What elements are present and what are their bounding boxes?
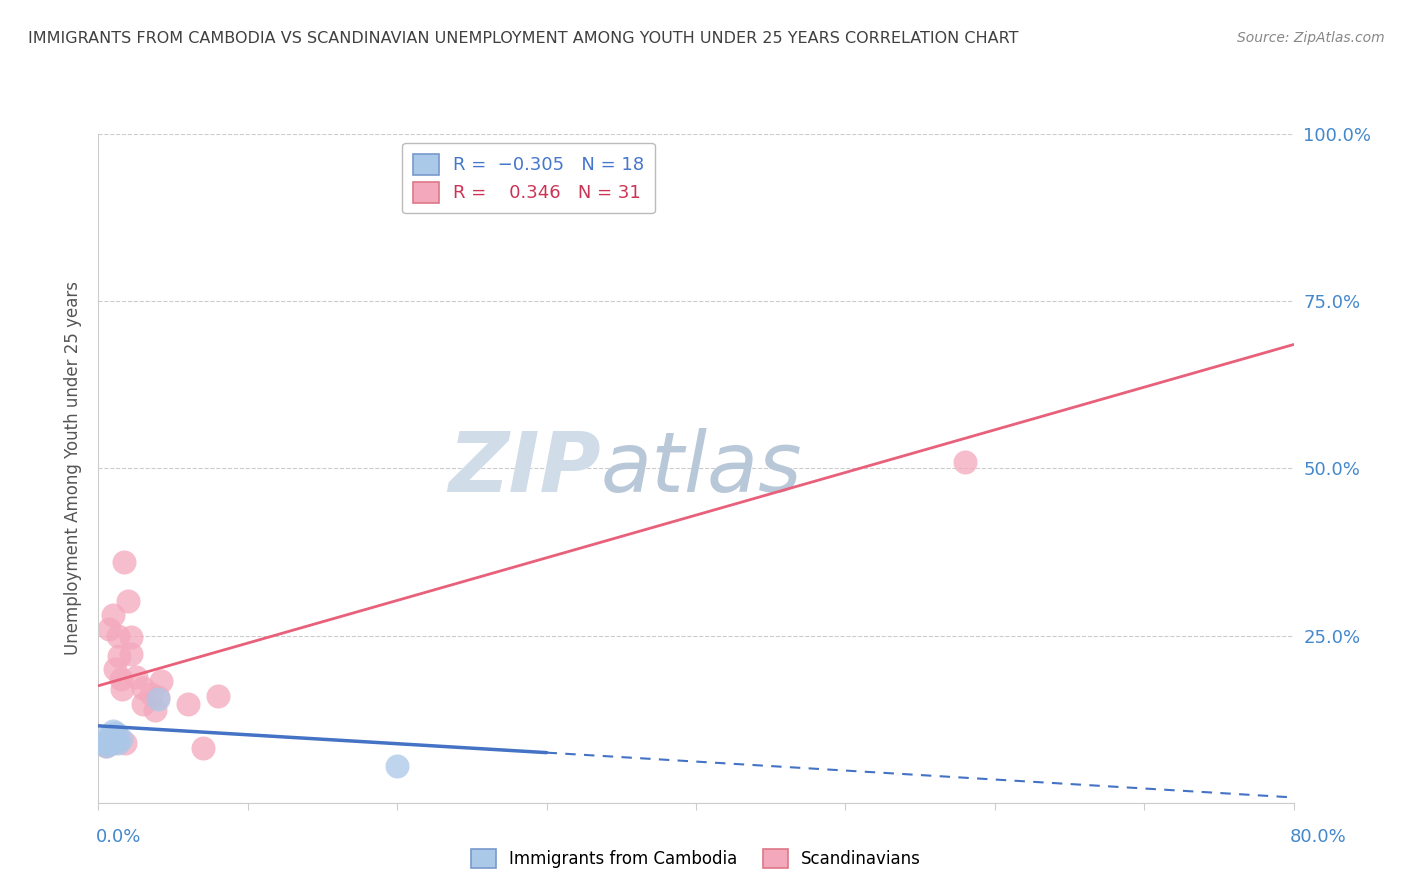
- Point: [101, 731, 124, 745]
- Point: [117, 594, 139, 608]
- Point: [385, 759, 409, 773]
- Point: [120, 648, 142, 662]
- Point: [191, 740, 214, 755]
- Point: [101, 735, 124, 749]
- Point: [97, 733, 120, 747]
- Point: [104, 662, 127, 676]
- Point: [93, 735, 115, 749]
- Text: ZIP: ZIP: [447, 428, 600, 508]
- Text: atlas: atlas: [600, 428, 801, 508]
- Point: [114, 735, 136, 749]
- Point: [111, 681, 134, 696]
- Point: [125, 670, 148, 684]
- Point: [107, 628, 129, 642]
- Point: [108, 648, 131, 663]
- Point: [104, 732, 127, 747]
- Point: [148, 690, 170, 705]
- Point: [103, 723, 125, 738]
- Point: [120, 630, 142, 644]
- Point: [132, 681, 155, 695]
- Point: [98, 729, 122, 743]
- Point: [132, 697, 155, 711]
- Point: [953, 455, 976, 469]
- Point: [96, 734, 118, 748]
- Point: [97, 622, 120, 636]
- Point: [107, 735, 129, 749]
- Point: [103, 735, 125, 749]
- Point: [110, 672, 132, 686]
- Text: 0.0%: 0.0%: [96, 828, 141, 846]
- Point: [112, 555, 135, 569]
- Point: [148, 692, 170, 706]
- Point: [91, 732, 114, 747]
- Point: [91, 735, 114, 749]
- Text: 80.0%: 80.0%: [1291, 828, 1347, 846]
- Point: [103, 728, 125, 742]
- Point: [110, 732, 132, 747]
- Point: [105, 725, 128, 739]
- Point: [101, 733, 124, 747]
- Point: [207, 689, 229, 703]
- Point: [105, 729, 128, 743]
- Point: [93, 737, 115, 751]
- Point: [150, 674, 173, 689]
- Point: [139, 687, 162, 701]
- Legend: Immigrants from Cambodia, Scandinavians: Immigrants from Cambodia, Scandinavians: [464, 843, 928, 875]
- Y-axis label: Unemployment Among Youth under 25 years: Unemployment Among Youth under 25 years: [63, 281, 82, 656]
- Point: [98, 735, 122, 749]
- Point: [94, 739, 117, 753]
- Point: [96, 734, 118, 748]
- Point: [103, 608, 125, 623]
- Text: Source: ZipAtlas.com: Source: ZipAtlas.com: [1237, 31, 1385, 45]
- Point: [94, 739, 117, 753]
- Point: [177, 697, 200, 711]
- Point: [143, 703, 166, 717]
- Point: [97, 737, 120, 751]
- Point: [98, 732, 122, 747]
- Text: IMMIGRANTS FROM CAMBODIA VS SCANDINAVIAN UNEMPLOYMENT AMONG YOUTH UNDER 25 YEARS: IMMIGRANTS FROM CAMBODIA VS SCANDINAVIAN…: [28, 31, 1018, 46]
